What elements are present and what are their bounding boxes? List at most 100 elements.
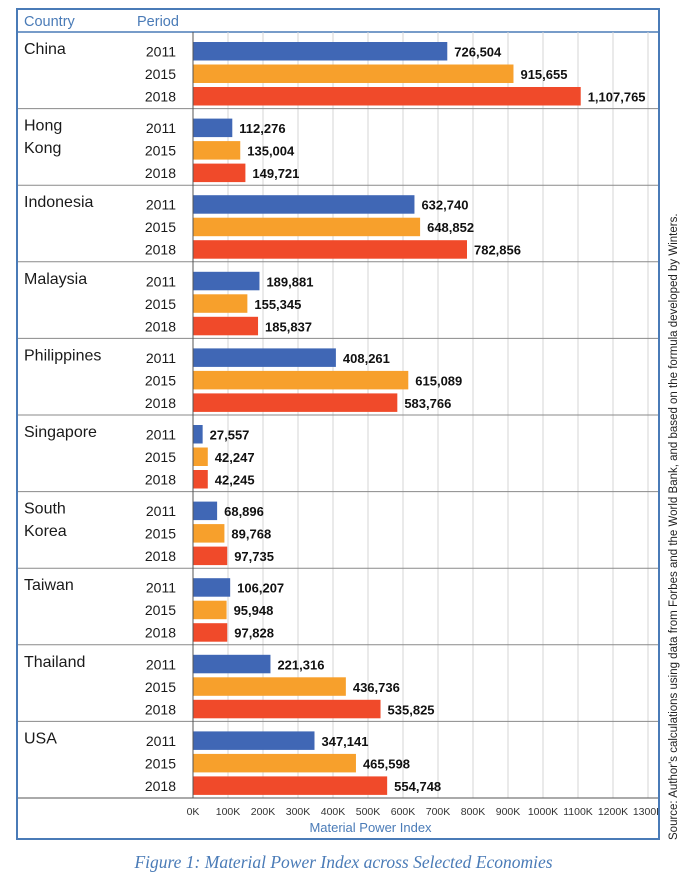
data-label: 95,948 xyxy=(234,603,274,618)
period-label: 2018 xyxy=(145,548,176,564)
bar-2011 xyxy=(193,654,271,674)
bar-2015 xyxy=(193,524,225,543)
figure-caption: Figure 1: Material Power Index across Se… xyxy=(134,852,553,872)
bar-2015 xyxy=(193,677,346,696)
period-label: 2015 xyxy=(145,602,176,618)
source-text: Source: Author's calculations using data… xyxy=(668,213,680,840)
data-label: 42,245 xyxy=(215,473,255,488)
header-band xyxy=(18,10,658,32)
period-label: 2015 xyxy=(145,679,176,695)
data-label: 782,856 xyxy=(474,243,521,258)
data-label: 632,740 xyxy=(421,198,468,213)
bar-2018 xyxy=(193,240,467,259)
x-tick-label: 600K xyxy=(391,806,416,818)
bar-2011 xyxy=(193,425,203,444)
period-label: 2015 xyxy=(145,219,176,235)
bar-2015 xyxy=(193,447,208,466)
bar-2011 xyxy=(193,348,336,367)
period-label: 2018 xyxy=(145,701,176,717)
country-label: Malaysia xyxy=(24,271,87,288)
bar-2011 xyxy=(193,42,448,61)
data-label: 347,141 xyxy=(321,734,368,749)
period-label: 2011 xyxy=(146,427,176,443)
country-label: Philippines xyxy=(24,347,101,364)
country-label: Indonesia xyxy=(24,194,93,211)
data-label: 554,748 xyxy=(394,779,441,794)
country-label: South xyxy=(24,501,66,518)
period-label: 2015 xyxy=(145,449,176,465)
bar-2018 xyxy=(193,470,208,489)
bar-2015 xyxy=(193,294,248,313)
bar-2011 xyxy=(193,271,260,291)
period-label: 2015 xyxy=(145,372,176,388)
data-label: 68,896 xyxy=(224,504,264,519)
period-label: 2018 xyxy=(145,89,176,105)
period-label: 2018 xyxy=(145,395,176,411)
bar-2015 xyxy=(193,753,356,773)
period-label: 2015 xyxy=(145,526,176,542)
period-label: 2015 xyxy=(145,296,176,312)
period-label: 2018 xyxy=(145,318,176,334)
x-tick-label: 100K xyxy=(216,806,241,818)
chart-frame: Country Period China 2011 726,504 2015 915,655… xyxy=(16,8,660,840)
data-label: 149,721 xyxy=(252,166,299,181)
bar-2018 xyxy=(193,776,388,795)
x-tick-label: 700K xyxy=(426,806,451,818)
data-label: 89,768 xyxy=(231,527,271,542)
x-tick-label: 1300K xyxy=(633,806,658,818)
period-column-header: Period xyxy=(137,14,179,30)
period-label: 2011 xyxy=(146,120,176,136)
data-label: 185,837 xyxy=(265,319,312,334)
bar-2011 xyxy=(193,578,231,597)
x-tick-label: 1000K xyxy=(528,806,558,818)
data-label: 915,655 xyxy=(520,67,567,82)
period-label: 2018 xyxy=(145,165,176,181)
data-label: 27,557 xyxy=(210,428,250,443)
period-label: 2011 xyxy=(146,273,176,289)
period-label: 2015 xyxy=(145,66,176,82)
data-label: 106,207 xyxy=(237,581,284,596)
country-label: USA xyxy=(24,730,57,747)
data-label: 1,107,765 xyxy=(588,90,646,105)
data-label: 135,004 xyxy=(247,144,295,159)
data-label: 648,852 xyxy=(427,220,474,235)
data-label: 408,261 xyxy=(343,351,390,366)
data-label: 189,881 xyxy=(266,274,313,289)
country-label: Thailand xyxy=(24,654,85,671)
data-label: 615,089 xyxy=(415,373,462,388)
period-label: 2018 xyxy=(145,778,176,794)
data-label: 436,736 xyxy=(353,680,400,695)
bar-2018 xyxy=(193,623,228,642)
x-axis-title: Material Power Index xyxy=(309,820,432,835)
bar-2018 xyxy=(193,699,381,719)
bar-2011 xyxy=(193,501,218,521)
period-label: 2011 xyxy=(146,197,176,213)
data-label: 112,276 xyxy=(239,121,285,136)
country-label: Kong xyxy=(24,140,61,157)
bar-2011 xyxy=(193,731,315,750)
material-power-index-chart: Country Period China 2011 726,504 2015 915,655… xyxy=(18,10,658,835)
period-label: 2018 xyxy=(145,242,176,258)
x-tick-label: 900K xyxy=(496,806,521,818)
period-label: 2011 xyxy=(146,44,176,60)
bar-2015 xyxy=(193,64,514,83)
bar-2011 xyxy=(193,118,233,138)
period-label: 2011 xyxy=(146,503,176,519)
period-label: 2011 xyxy=(146,656,176,672)
bar-2018 xyxy=(193,316,259,336)
data-label: 465,598 xyxy=(363,756,410,771)
data-label: 42,247 xyxy=(215,450,255,465)
bar-2011 xyxy=(193,195,415,214)
period-label: 2011 xyxy=(146,350,176,366)
period-label: 2018 xyxy=(145,625,176,641)
data-label: 583,766 xyxy=(404,396,451,411)
country-label: Singapore xyxy=(24,424,97,441)
bar-2015 xyxy=(193,141,241,160)
x-tick-label: 400K xyxy=(321,806,346,818)
x-tick-label: 500K xyxy=(356,806,381,818)
country-label: Korea xyxy=(24,523,67,540)
bar-2018 xyxy=(193,87,581,106)
bar-2015 xyxy=(193,217,421,237)
country-label: Hong xyxy=(24,118,62,135)
source-note: Source: Author's calculations using data… xyxy=(668,176,682,840)
